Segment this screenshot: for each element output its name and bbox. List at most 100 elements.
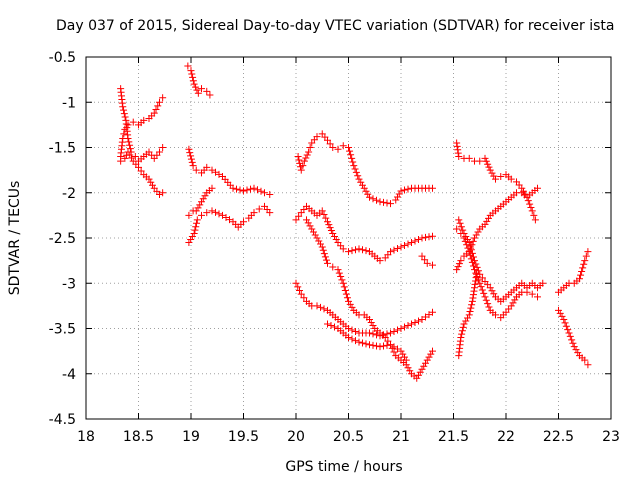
- data-point: [478, 274, 486, 282]
- data-point: [476, 279, 484, 287]
- data-point: [395, 190, 403, 198]
- data-point: [359, 339, 366, 347]
- x-tick-label: 21.5: [438, 429, 469, 445]
- data-point: [208, 184, 216, 192]
- data-point: [387, 248, 394, 256]
- data-point: [471, 257, 478, 265]
- data-point: [129, 118, 137, 126]
- data-point: [471, 280, 479, 288]
- data-point: [485, 303, 493, 311]
- data-point: [331, 232, 338, 240]
- data-point: [467, 304, 475, 312]
- data-point: [411, 237, 419, 245]
- data-point: [534, 184, 541, 192]
- data-point: [469, 294, 477, 302]
- data-point: [373, 196, 380, 204]
- data-point: [472, 260, 480, 268]
- data-point: [121, 113, 129, 121]
- data-point: [156, 148, 163, 156]
- data-point: [418, 365, 426, 373]
- data-point: [300, 294, 308, 302]
- data-point: [188, 158, 196, 166]
- data-point: [292, 279, 300, 287]
- data-point: [401, 353, 408, 361]
- data-point: [190, 80, 198, 88]
- data-point: [459, 323, 467, 331]
- data-point: [201, 192, 209, 200]
- data-point: [453, 142, 461, 150]
- data-point: [355, 245, 363, 253]
- data-point: [404, 185, 412, 193]
- chart-title: Day 037 of 2015, Sidereal Day-to-day VTE…: [56, 18, 614, 34]
- data-point: [126, 151, 134, 159]
- data-point: [454, 146, 462, 154]
- data-point: [528, 290, 536, 298]
- x-tick-label: 18.5: [123, 429, 154, 445]
- data-point: [458, 327, 466, 335]
- data-point: [468, 249, 476, 257]
- data-point: [366, 341, 373, 349]
- data-point: [477, 283, 485, 291]
- data-point: [369, 195, 377, 203]
- data-point: [486, 166, 494, 174]
- data-point: [299, 162, 307, 170]
- data-point: [192, 83, 200, 91]
- data-point: [125, 138, 133, 146]
- data-point: [206, 91, 214, 99]
- data-point: [317, 240, 324, 248]
- data-point: [185, 239, 193, 247]
- y-tick-label: -3: [62, 276, 76, 292]
- data-point: [462, 317, 470, 325]
- data-point: [415, 236, 422, 244]
- data-point: [297, 290, 305, 298]
- data-point: [530, 211, 538, 219]
- data-point: [345, 325, 352, 332]
- data-point: [196, 201, 204, 209]
- data-point: [406, 367, 414, 375]
- data-point: [325, 221, 333, 229]
- data-point: [327, 227, 335, 235]
- data-point: [317, 303, 324, 311]
- data-point: [341, 286, 349, 294]
- data-point: [350, 162, 358, 170]
- data-point: [149, 181, 156, 189]
- data-point: [555, 306, 562, 314]
- data-point: [198, 198, 205, 206]
- data-point: [359, 246, 366, 254]
- data-point: [193, 219, 201, 227]
- data-point: [187, 155, 195, 163]
- data-point: [327, 321, 335, 329]
- data-point: [156, 191, 163, 199]
- data-point: [324, 320, 331, 328]
- data-point: [193, 216, 201, 224]
- data-point: [422, 233, 429, 241]
- data-point: [359, 181, 366, 189]
- data-point: [416, 368, 424, 376]
- data-point: [254, 186, 261, 194]
- data-point: [427, 350, 435, 358]
- data-point: [527, 203, 535, 211]
- data-point: [189, 77, 197, 85]
- data-point: [315, 237, 323, 245]
- data-point: [485, 214, 492, 222]
- data-point: [313, 133, 321, 141]
- y-tick-label: -2.5: [49, 231, 76, 247]
- data-point: [318, 243, 326, 251]
- x-tick-label: 20: [287, 429, 305, 445]
- data-point: [362, 187, 370, 195]
- data-point: [188, 70, 196, 78]
- data-point: [468, 297, 476, 305]
- data-point: [453, 139, 461, 147]
- data-point: [473, 263, 481, 271]
- data-point: [462, 232, 470, 240]
- data-point: [467, 246, 475, 254]
- data-point: [187, 236, 195, 244]
- data-point: [425, 233, 433, 241]
- data-point: [471, 284, 478, 292]
- data-point: [524, 197, 532, 205]
- data-point: [189, 162, 197, 170]
- data-point: [576, 275, 583, 283]
- data-point: [408, 239, 415, 247]
- data-point: [376, 198, 384, 206]
- data-point: [566, 332, 574, 340]
